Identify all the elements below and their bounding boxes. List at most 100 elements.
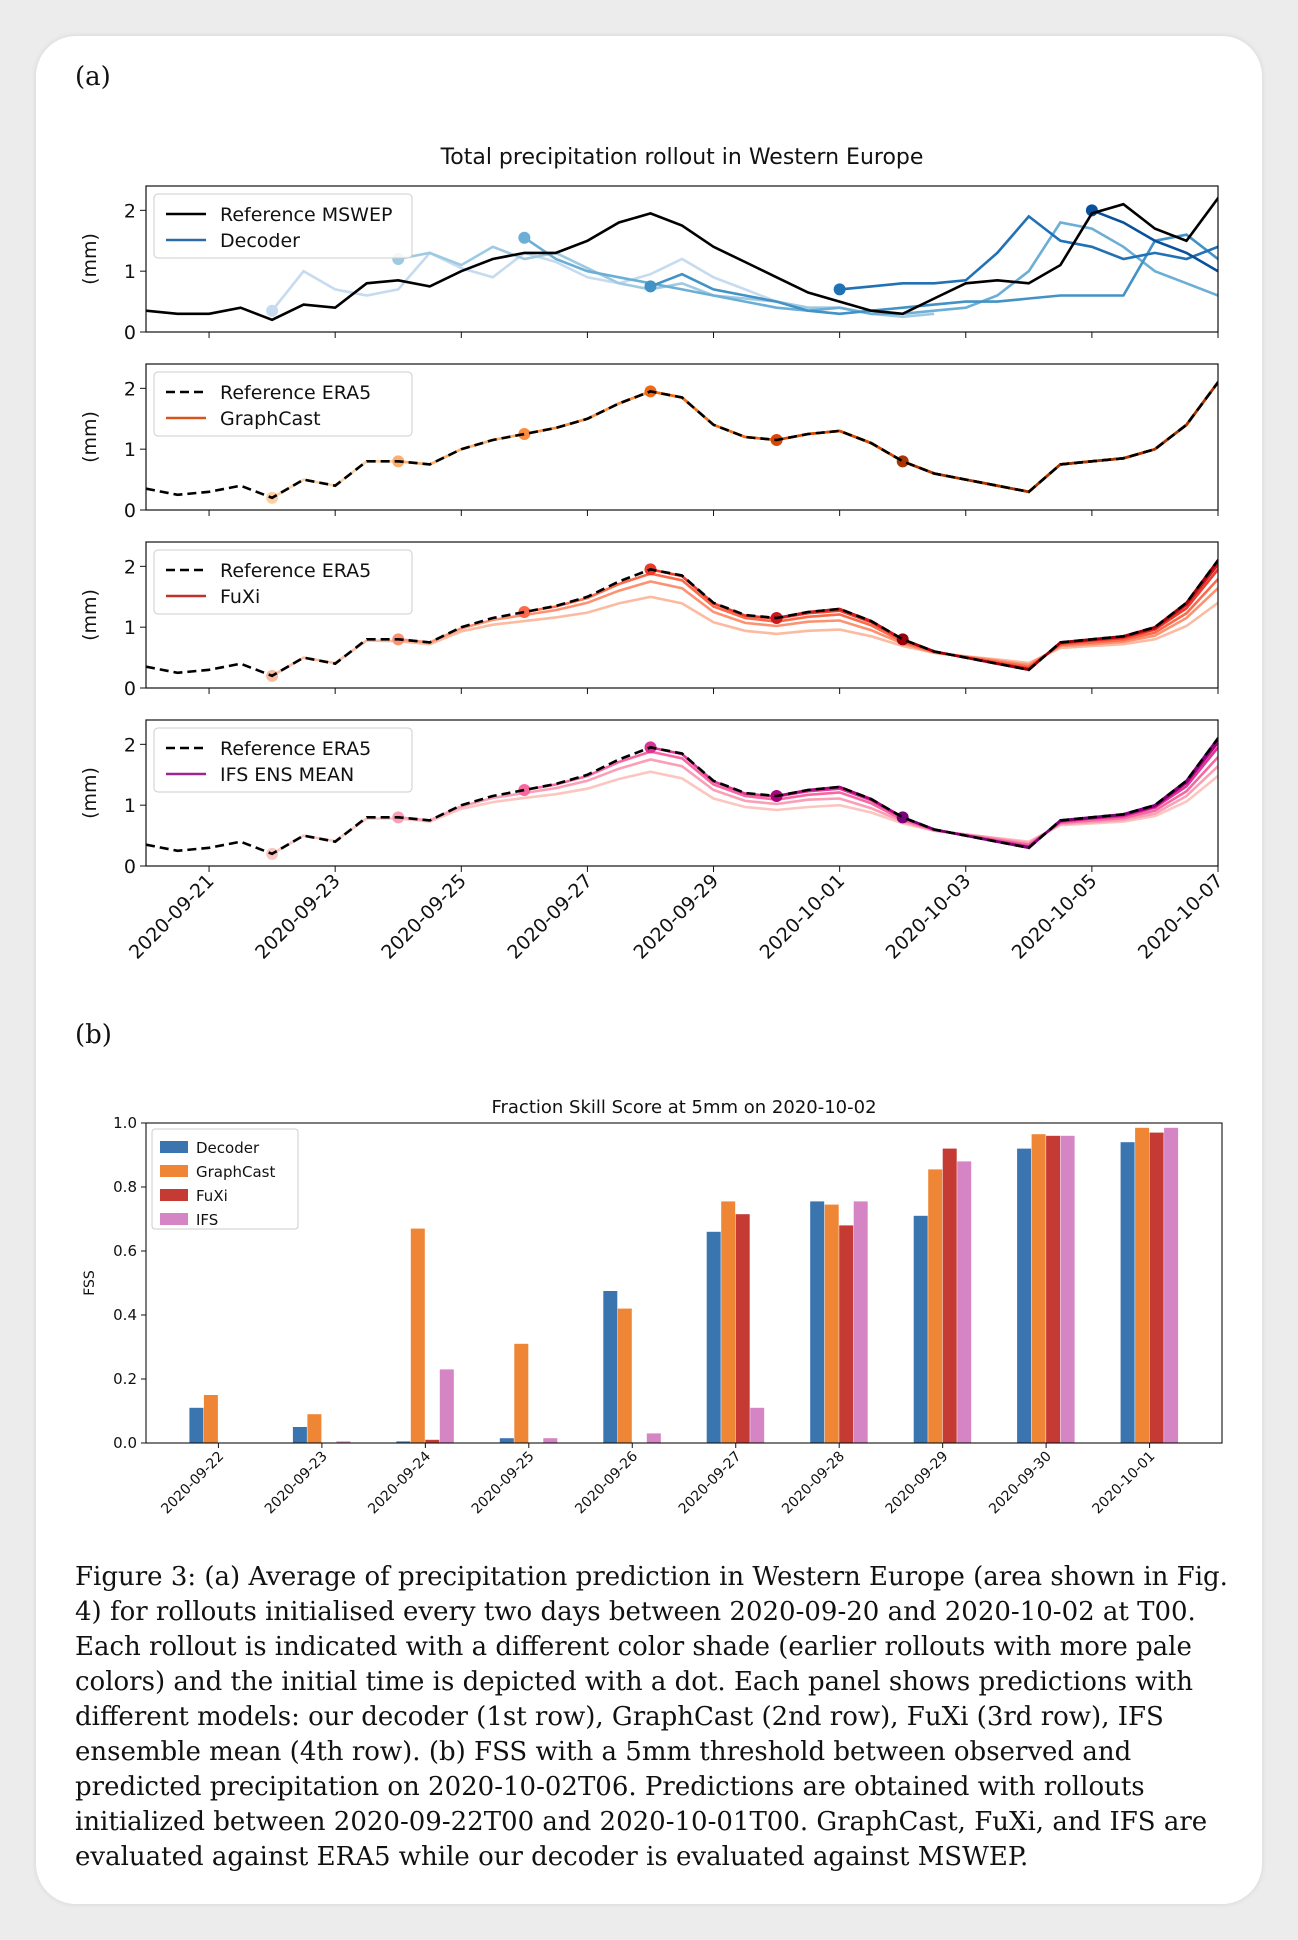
y-tick-label: 0 [124,678,136,700]
legend-label: IFS [196,1211,218,1229]
rollout-init-dot [518,783,531,796]
rollout-line [650,233,1218,316]
bar-fuxi [839,1225,854,1443]
legend-label: GraphCast [196,1163,275,1181]
plot-frame [145,1122,1223,1444]
x-tick-label: 2020-09-27 [676,1449,745,1518]
rollout-line [1091,209,1218,273]
legend-model-label: FuXi [220,586,260,608]
bar-ifs [1164,1127,1179,1443]
panel-frame [145,185,1219,333]
x-tick-label: 2020-09-29 [629,870,723,964]
bar-fuxi [425,1439,440,1443]
reference-line [146,736,1218,856]
rollout-line [523,221,1218,316]
figure-card [36,36,1262,1904]
panel-4: 0 1 2 (mm) Reference ERA5 IFS ENS MEAN [79,719,1219,878]
series-group [146,558,1218,682]
x-tick-label: 2020-09-28 [779,1449,848,1518]
y-tick-label: 0 [124,500,136,522]
rollout-init-dot [833,283,846,296]
bar-decoder [499,1438,514,1443]
rollout-line [271,380,1218,499]
bar-graphcast [1135,1127,1150,1443]
panel-b-label: (b) [75,1020,112,1050]
bar-decoder [706,1231,721,1443]
series-group [146,736,1218,860]
x-tick-label: 2020-10-07 [1134,870,1228,964]
rollout-init-dot [518,231,531,244]
y-tick-label: 0.6 [113,1242,137,1260]
y-tick-label: 1 [124,261,136,283]
bar-ifs [853,1201,868,1443]
legend-ref-label: Reference MSWEP [220,204,392,226]
y-tick-label: 1 [124,439,136,461]
legend-label: FuXi [196,1187,228,1205]
y-tick-label: 0.0 [113,1434,137,1452]
rollout-line [902,558,1218,672]
rollout-line [271,251,840,312]
y-tick-label: 0 [124,322,136,344]
panel-frame [145,541,1219,689]
bar-graphcast [410,1228,425,1443]
bar-fuxi [1149,1132,1164,1443]
rollout-line [902,736,1218,850]
x-tick-label: 2020-09-27 [503,870,597,964]
rollout-line [650,568,1218,670]
bar-graphcast [1031,1134,1046,1443]
chart-a-title: Total precipitation rollout in Western E… [440,145,924,170]
y-tick-label: 0.4 [113,1306,137,1324]
rollout-line [776,563,1218,671]
bar-decoder [810,1201,825,1443]
legend-swatch [160,1213,188,1225]
reference-line [146,380,1218,500]
x-tick-label: 2020-10-01 [1090,1449,1159,1518]
bar-ifs [543,1438,558,1443]
y-tick-label: 0.8 [113,1178,137,1196]
precipitation-rollout-chart: Total precipitation rollout in Western E… [79,145,1228,964]
bar-ifs [439,1369,454,1443]
bar-graphcast [307,1414,322,1443]
y-axis-label: FSS [82,1270,98,1296]
panel-1: 0 1 2 (mm) Reference MSWEP Decoder [79,185,1219,344]
panel-frame [145,719,1219,867]
y-tick-label: 2 [124,734,136,756]
rollout-line [776,380,1218,494]
rollout-line [902,380,1218,494]
legend-model-label: IFS ENS MEAN [220,764,354,786]
bar-ifs [1060,1135,1075,1443]
y-axis-label: (mm) [79,411,101,463]
y-tick-label: 1 [124,795,136,817]
x-tick-label: 2020-09-29 [883,1449,952,1518]
bar-decoder [913,1215,928,1443]
bar-graphcast [721,1201,736,1443]
y-axis-label: (mm) [79,233,101,285]
rollout-init-dot [896,455,909,468]
rollout-init-dot [896,633,909,646]
bar-decoder [603,1291,618,1443]
x-tick-label: 2020-09-23 [251,870,345,964]
y-tick-label: 1.0 [113,1114,137,1132]
bar-ifs [750,1407,765,1443]
legend-swatch [160,1189,188,1201]
bar-decoder [1120,1142,1135,1443]
bar-graphcast [617,1308,632,1443]
rollout-line [839,214,1218,291]
x-tick-label: 2020-10-01 [756,870,850,964]
rollout-line [271,595,1218,677]
rollout-line [271,770,1218,855]
x-tick-label: 2020-10-05 [1008,870,1102,964]
legend-model-label: GraphCast [220,408,321,430]
rollout-init-dot [266,304,279,317]
legend-model-label: Decoder [220,230,300,252]
bar-decoder [1017,1148,1032,1443]
bar-fuxi [735,1214,750,1443]
panel-2: 0 1 2 (mm) Reference ERA5 GraphCast [79,363,1219,522]
y-tick-label: 0 [124,856,136,878]
x-tick-label: 2020-09-23 [262,1449,331,1518]
bar-graphcast [514,1343,529,1443]
bar-ifs [957,1161,972,1443]
rollout-init-dot [644,280,657,293]
y-tick-label: 2 [124,200,136,222]
y-axis-label: (mm) [79,589,101,641]
